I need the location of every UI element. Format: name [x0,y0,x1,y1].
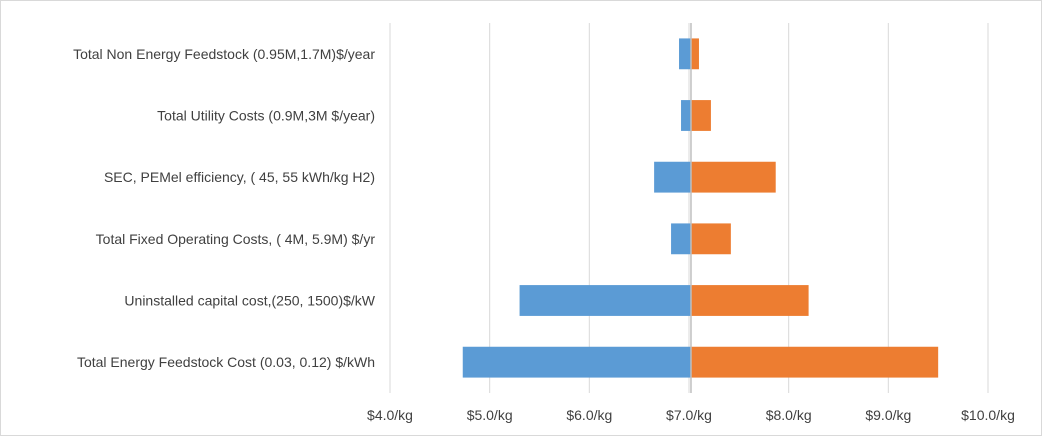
category-label: Total Utility Costs (0.9M,3M $/year) [157,108,375,124]
x-tick-label: $10.0/kg [961,407,1015,423]
category-label: Total Energy Feedstock Cost (0.03, 0.12)… [77,354,375,370]
bar-high [690,38,699,70]
bar-low [671,223,691,255]
category-label: Uninstalled capital cost,(250, 1500)$/kW [124,293,375,309]
x-tick-label: $7.0/kg [666,407,712,423]
category-label: Total Non Energy Feedstock (0.95M,1.7M)$… [73,46,375,62]
bar-high [690,346,939,378]
category-label: Total Fixed Operating Costs, ( 4M, 5.9M)… [96,231,376,247]
x-tick-label: $9.0/kg [865,407,911,423]
bar-high [690,285,809,316]
category-labels: Total Energy Feedstock Cost (0.03, 0.12)… [73,46,376,370]
bar-low [679,38,691,70]
bar-low [462,346,691,378]
x-axis-tick-labels: $4.0/kg $5.0/kg $6.0/kg $7.0/kg $8.0/kg $9.0/… [367,407,1015,423]
category-label: SEC, PEMel efficiency, ( 45, 55 kWh/kg H… [104,169,375,185]
gridlines [389,23,989,393]
x-tick-label: $6.0/kg [566,407,612,423]
x-tick-label: $5.0/kg [467,407,513,423]
x-tick-label: $8.0/kg [766,407,812,423]
bar-high [690,100,711,131]
bar-high [690,161,776,193]
bar-high [690,223,731,255]
bar-low [681,100,691,131]
bars [462,38,939,378]
bar-low [519,285,691,316]
x-tick-label: $4.0/kg [367,407,413,423]
bar-low [654,161,691,193]
